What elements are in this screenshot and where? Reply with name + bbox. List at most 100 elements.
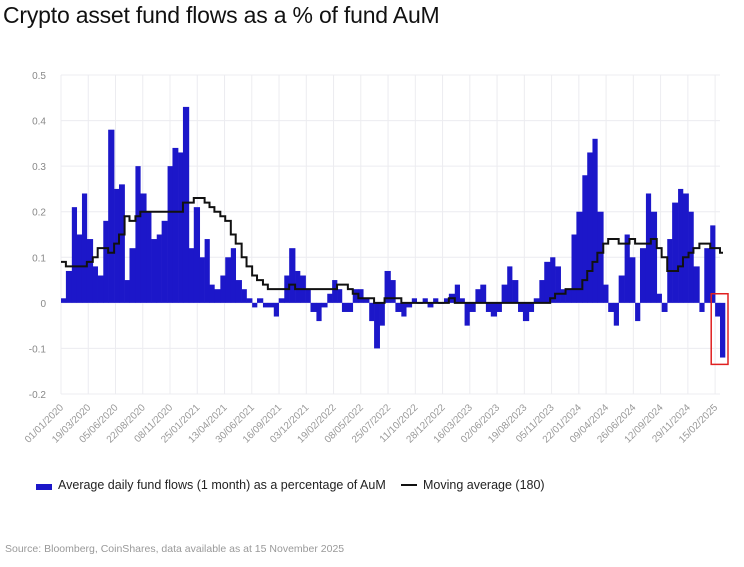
flow-bar — [146, 211, 152, 303]
flow-bar — [379, 302, 385, 326]
flow-bar — [161, 220, 168, 303]
flow-bar — [65, 270, 73, 303]
flow-bar — [71, 207, 78, 303]
y-tick-label: 0.4 — [32, 117, 46, 128]
flow-bar — [188, 248, 195, 303]
flow-bar — [92, 266, 98, 303]
flow-bar — [395, 302, 402, 312]
flow-bar — [454, 284, 460, 303]
flow-bar — [571, 234, 577, 303]
y-tick-label: -0.1 — [29, 344, 47, 355]
flow-bars — [61, 106, 726, 358]
flow-bar — [235, 280, 242, 303]
flow-bar — [693, 266, 700, 303]
flow-bar — [114, 188, 120, 303]
flow-bar — [533, 298, 540, 303]
flow-bar — [358, 289, 364, 303]
flow-bar — [522, 302, 530, 322]
flow-bar — [608, 302, 615, 312]
flow-bar — [485, 302, 492, 312]
legend-item-moving-average: Moving average (180) — [401, 478, 545, 492]
flow-bar — [661, 302, 668, 312]
legend-label: Average daily fund flows (1 month) as a … — [58, 478, 386, 492]
source-note: Source: Bloomberg, CoinShares, data avai… — [5, 543, 345, 555]
chart-title: Crypto asset fund flows as a % of fund A… — [3, 2, 440, 28]
flow-bar — [252, 302, 258, 308]
flow-bar — [178, 152, 184, 303]
y-tick-label: -0.2 — [29, 390, 47, 401]
flow-bar — [135, 166, 141, 303]
flow-bar — [720, 302, 726, 358]
flow-bar — [678, 188, 684, 303]
legend-swatch-line — [401, 484, 417, 486]
flow-bar — [650, 211, 658, 303]
flow-bar — [603, 284, 609, 303]
legend-item-flows: Average daily fund flows (1 month) as a … — [36, 478, 386, 492]
flow-bar — [225, 257, 232, 303]
flow-bar — [715, 302, 721, 317]
flow-bar — [688, 211, 694, 303]
legend-swatch-bar — [36, 484, 52, 490]
flow-bar — [295, 270, 301, 303]
y-tick-label: 0.3 — [32, 162, 46, 173]
y-tick-label: 0.2 — [32, 208, 46, 219]
flow-bar — [310, 302, 317, 312]
flow-bar — [587, 152, 593, 303]
flow-bar — [341, 302, 349, 312]
flow-bar — [475, 289, 481, 303]
flow-bar — [167, 166, 173, 303]
flow-bar — [140, 193, 147, 303]
flow-bar — [305, 289, 311, 303]
flow-bar — [316, 302, 322, 322]
chart: 0.5 0.4 0.3 0.2 0.1 0 -0.1 -0.2 01/01/202019/03… — [23, 71, 729, 446]
flow-bar — [710, 225, 716, 303]
flow-bar — [352, 289, 359, 303]
flow-bar — [337, 289, 343, 303]
flow-bar — [490, 302, 498, 317]
flow-bar — [246, 298, 253, 303]
flow-bar — [672, 202, 679, 303]
flow-bar — [363, 298, 370, 303]
flow-bar — [257, 298, 264, 303]
flow-bar — [61, 298, 67, 303]
flow-bar — [613, 302, 619, 326]
flow-bar — [108, 129, 115, 303]
flow-bar — [369, 302, 375, 322]
flow-bar — [565, 289, 572, 303]
y-tick-label: 0.1 — [32, 253, 46, 264]
y-tick-label: 0.5 — [32, 71, 46, 82]
legend-label: Moving average (180) — [423, 478, 545, 492]
flow-bar — [97, 275, 104, 303]
flow-bar — [401, 302, 407, 317]
flow-bar — [443, 298, 450, 303]
x-axis-ticks: 01/01/202019/03/202005/06/202022/08/2020… — [23, 402, 721, 445]
flow-bar — [518, 302, 524, 312]
flow-bar — [347, 302, 354, 312]
flow-bar — [496, 302, 502, 312]
flow-bar — [422, 298, 428, 303]
flow-bar — [129, 248, 136, 303]
flow-bar — [469, 302, 476, 312]
flow-bar — [635, 302, 641, 322]
flow-bar — [241, 289, 247, 303]
flow-bar — [411, 298, 418, 303]
flow-bar — [512, 280, 519, 303]
flow-bar — [230, 248, 237, 303]
flow-bar — [119, 184, 125, 303]
moving-average-line — [61, 197, 723, 304]
flow-bar — [156, 234, 162, 303]
flow-bar — [592, 138, 598, 303]
flow-bar — [555, 266, 561, 303]
flow-bar — [550, 257, 556, 303]
flow-bar — [81, 193, 88, 303]
flow-bar — [699, 302, 705, 312]
flow-bar — [704, 248, 711, 303]
flow-bar — [459, 298, 465, 303]
flow-bar — [406, 302, 413, 308]
highlight-box — [710, 292, 729, 366]
flow-bar — [576, 211, 583, 303]
flow-bar — [629, 257, 636, 303]
flow-bar — [390, 280, 396, 303]
flow-bar — [427, 302, 434, 308]
flow-bar — [204, 239, 210, 303]
